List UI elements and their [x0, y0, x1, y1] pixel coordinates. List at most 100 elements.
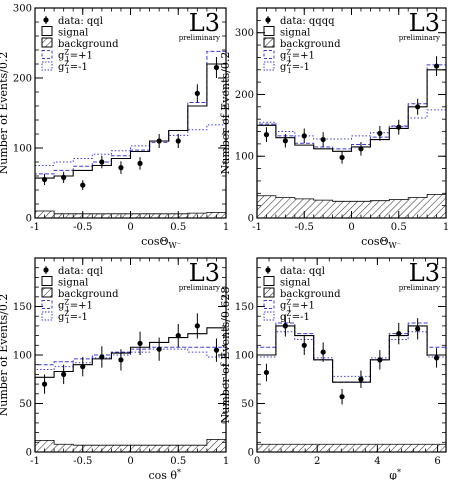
data-point [282, 138, 288, 144]
y-tick-label: 200 [235, 90, 254, 101]
legend-signal-label: signal [280, 278, 310, 289]
data-point [301, 342, 307, 348]
legend-signal-swatch [41, 276, 53, 286]
chart-panel-2: -1 -0.5 0 0.5 1 0 100 200 300 Number of Events/0.… [219, 7, 449, 250]
legend-background-swatch [263, 37, 275, 48]
legend-gp-value: =+1 [70, 301, 93, 312]
legend-background-label: background [58, 289, 119, 300]
data-point [396, 124, 402, 130]
legend-gm-symbol: g [58, 62, 65, 73]
x-tick-label: 0 [127, 222, 133, 233]
data-point [61, 174, 67, 180]
data-point [358, 146, 364, 152]
y-tick-label: 300 [235, 28, 254, 39]
legend-gm-symbol: g [280, 62, 287, 73]
gm-histogram [256, 331, 447, 452]
x-tick-label: 0 [348, 222, 354, 233]
legend-gm-superscript: Z [286, 60, 291, 68]
data-point [213, 347, 220, 353]
x-tick-label: 6 [434, 456, 440, 467]
y-tick-label: 100 [13, 351, 32, 362]
experiment-label: L3 [409, 259, 440, 287]
x-axis-label: cosΘW⁻ [361, 235, 401, 250]
x-tick-label: 0 [127, 456, 133, 467]
y-tick-label: 200 [13, 74, 32, 85]
legend-gp-subscript: 1 [65, 56, 69, 64]
legend-gm-symbol: g [58, 312, 65, 323]
y-tick-label: 100 [235, 152, 254, 163]
legend-gm-superscript: Z [286, 310, 291, 318]
data-point [118, 357, 124, 363]
data-point [415, 326, 421, 332]
x-axis-label: cosΘW⁻ [141, 235, 181, 250]
x-tick-label: 2 [314, 456, 320, 467]
y-tick-label: 100 [235, 351, 254, 362]
legend-data-marker [265, 17, 271, 23]
legend-gm-label: gZ 1=-1 [58, 310, 88, 325]
data-point [320, 349, 326, 355]
legend-gp-subscript: 1 [287, 306, 291, 314]
experiment-label: L3 [189, 9, 220, 37]
legend-gp-swatch [41, 300, 53, 309]
gm-histogram [34, 348, 227, 452]
gm-histogram [256, 109, 447, 218]
x-tick-label: 0.5 [391, 222, 407, 233]
legend-background-swatch [41, 37, 53, 48]
data-point [415, 104, 421, 110]
x-axis-label: φ* [389, 468, 401, 480]
legend-gp-subscript: 1 [287, 56, 291, 64]
legend-gp-label: gZ 1=+1 [280, 49, 315, 64]
legend-gp-superscript: Z [64, 49, 69, 57]
data-point [156, 346, 162, 352]
x-tick-label: 0.5 [170, 222, 186, 233]
gm-histogram [34, 124, 227, 218]
data-point [41, 381, 48, 387]
legend-gp-symbol: g [58, 301, 65, 312]
y-tick-label: 150 [13, 302, 32, 313]
data-point [263, 369, 270, 376]
y-tick-label: 0 [26, 448, 32, 459]
legend-gm-superscript: Z [64, 310, 69, 318]
x-axis-label-superscript: * [397, 468, 401, 477]
status-label: preliminary [179, 284, 220, 292]
legend-gp-subscript: 1 [65, 306, 69, 314]
legend-signal-label: signal [58, 278, 88, 289]
legend-gp-symbol: g [58, 51, 65, 62]
data-point [433, 63, 440, 69]
legend-data-marker [43, 267, 49, 273]
legend-background-label: background [280, 39, 341, 50]
chart-panel-1: -1 -0.5 0 0.5 1 0 100 200 300 Number of Events/0.… [0, 4, 229, 251]
legend-signal-swatch [41, 26, 53, 36]
legend-gm-symbol: g [280, 312, 287, 323]
legend-gp-label: gZ 1=+1 [280, 299, 315, 314]
legend-gp-swatch [263, 300, 275, 309]
y-axis-label: Number of Events/0.2 [219, 52, 232, 175]
x-tick-label: -0.5 [295, 222, 314, 233]
legend-gp-label: gZ 1=+1 [58, 49, 93, 64]
y-tick-label: 0 [26, 214, 32, 225]
legend-gm-subscript: 1 [287, 317, 291, 325]
data-point [339, 154, 345, 161]
legend-background-label: background [58, 39, 119, 50]
x-axis-label-subscript: W⁻ [169, 241, 181, 250]
signal-histogram [256, 325, 447, 452]
legend-data-label: data: qql [58, 266, 103, 277]
data-point [80, 182, 86, 188]
x-tick-label: 1 [223, 222, 229, 233]
x-axis-label-superscript: * [177, 468, 181, 477]
legend-gm-label: gZ 1=-1 [280, 310, 310, 325]
signal-histogram [34, 327, 227, 452]
data-point [358, 376, 364, 382]
data-point [118, 165, 124, 171]
status-label: preliminary [399, 284, 440, 292]
x-tick-label: 1 [223, 456, 229, 467]
legend-gp-symbol: g [280, 301, 287, 312]
x-tick-label: 4 [374, 456, 380, 467]
x-axis-label-main: cos θ [148, 469, 177, 480]
legend-background-label: background [280, 289, 341, 300]
legend-gm-subscript: 1 [65, 67, 69, 75]
x-axis-label-main: cosΘ [141, 235, 168, 248]
data-point [156, 138, 162, 144]
data-point [137, 340, 143, 346]
